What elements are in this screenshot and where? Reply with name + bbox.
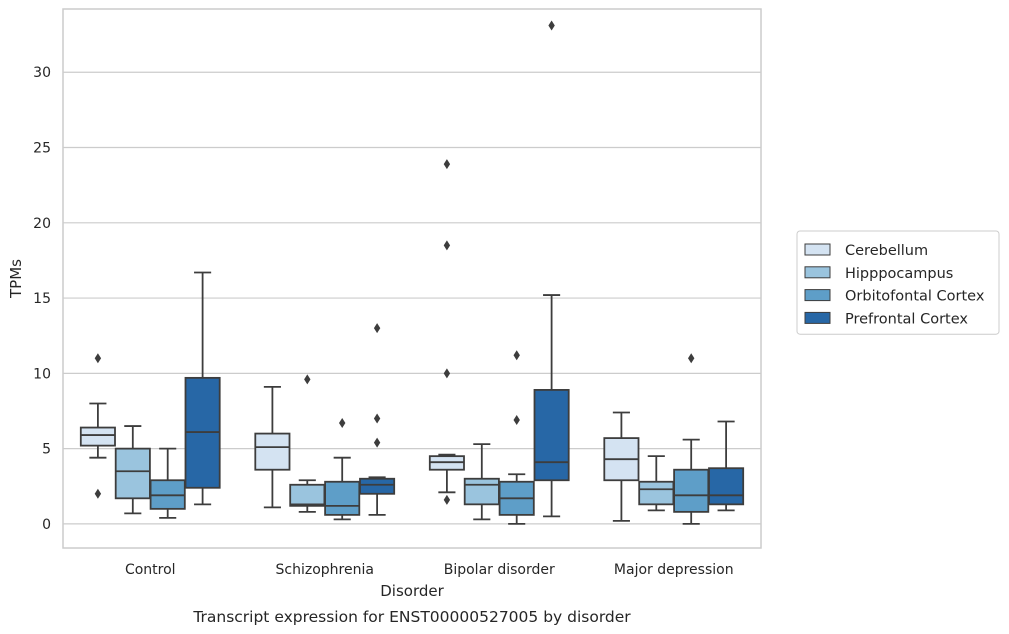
box-body [673, 468, 710, 513]
outlier-point [688, 353, 695, 364]
box [533, 20, 570, 518]
box-body [638, 480, 675, 506]
outlier-point [94, 488, 102, 499]
legend-label: Prefrontal Cortex [845, 311, 968, 327]
box-body [79, 426, 116, 447]
box [463, 443, 500, 521]
x-tick-label: Bipolar disorder [444, 562, 555, 578]
box [708, 420, 745, 512]
box-body [114, 447, 151, 500]
chart-caption: Transcript expression for ENST0000052700… [192, 608, 631, 626]
box [324, 418, 361, 521]
outlier-point [373, 323, 381, 334]
box-body [359, 477, 396, 495]
y-tick-label: 30 [33, 65, 51, 81]
legend-item: Hipppocampus [804, 266, 953, 282]
box [428, 159, 465, 505]
y-tick-label: 5 [42, 442, 51, 458]
legend-item: Cerebellum [804, 243, 928, 259]
outlier-point [548, 20, 555, 31]
x-tick-label: Schizophrenia [276, 562, 374, 578]
outlier-point [373, 413, 381, 424]
y-tick-label: 25 [33, 141, 51, 157]
box-body [533, 389, 570, 482]
x-tick-label: Major depression [614, 562, 734, 578]
series-prefrontal-cortex [184, 20, 745, 518]
outlier-point [304, 374, 311, 385]
box [359, 323, 396, 516]
outlier-point [339, 418, 346, 429]
series-cerebellum [79, 159, 640, 522]
box [638, 455, 675, 512]
box-body [708, 467, 745, 506]
legend-item: Orbitofontal Cortex [804, 289, 985, 305]
box [254, 386, 291, 509]
box [673, 353, 710, 525]
box [149, 447, 186, 519]
outlier-point [513, 415, 520, 426]
y-tick-label: 20 [33, 216, 51, 232]
box-body [324, 480, 361, 516]
box [603, 411, 640, 522]
legend-label: Orbitofontal Cortex [845, 289, 985, 305]
outlier-point [513, 350, 520, 361]
box-body [463, 477, 500, 506]
legend-label: Hipppocampus [845, 266, 953, 282]
box-series [79, 20, 745, 525]
y-tick-label: 0 [42, 517, 51, 533]
box [498, 350, 535, 525]
series-hipppocampus [114, 374, 675, 521]
y-tick-label: 10 [33, 366, 51, 382]
y-axis-ticks: 0 5 10 15 20 25 30 [33, 65, 51, 533]
outlier-point [443, 159, 451, 170]
outlier-point [94, 353, 102, 364]
y-axis-label: TPMs [7, 259, 25, 299]
box-body [289, 483, 326, 507]
series-orbitofontal-cortex [149, 350, 710, 525]
outlier-point [373, 437, 381, 448]
box [114, 425, 151, 515]
outlier-point [443, 240, 451, 251]
legend-label: Cerebellum [845, 243, 928, 259]
x-axis-label: Disorder [380, 582, 444, 600]
x-axis-ticks: Control Schizophrenia Bipolar disorder Majo… [125, 562, 734, 578]
gridlines [63, 71, 761, 525]
legend-item: Prefrontal Cortex [804, 311, 968, 327]
outlier-point [443, 368, 451, 379]
box [289, 374, 326, 513]
legend-swatch [804, 266, 831, 279]
legend-swatch [804, 243, 831, 256]
plot-area-frame [62, 8, 762, 549]
box-body [254, 432, 291, 471]
y-tick-label: 15 [33, 291, 51, 307]
box [184, 271, 221, 506]
legend-swatch [804, 311, 831, 324]
legend-frame [796, 230, 1000, 335]
legend-swatch [804, 289, 831, 302]
outlier-point [443, 494, 451, 505]
box [79, 353, 116, 499]
legend: Cerebellum Hipppocampus Orbitofontal Corte… [796, 230, 1000, 335]
x-tick-label: Control [125, 562, 176, 578]
